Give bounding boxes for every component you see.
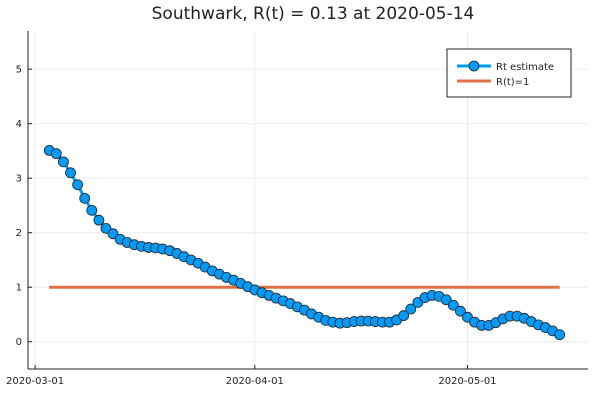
rt-estimate-point (447, 299, 459, 311)
chart-title: Southwark, R(t) = 0.13 at 2020-05-14 (152, 4, 475, 24)
axes (27, 31, 588, 370)
y-tick-label: 4 (16, 119, 22, 130)
legend-rt-label: Rt estimate (496, 62, 554, 73)
rt-estimate-point (72, 179, 84, 191)
legend: Rt estimate R(t)=1 (446, 48, 572, 98)
tick-labels: 0 1 2 3 4 5 2020-03-01 2020-04-01 2020-05-01 (6, 65, 497, 387)
y-tick-label: 2 (16, 228, 22, 239)
legend-threshold-label: R(t)=1 (496, 77, 529, 88)
rt-estimate-point (107, 228, 119, 240)
rt-estimate-point (79, 192, 91, 204)
rt-estimate-point (100, 222, 112, 234)
rt-estimate-point (50, 148, 62, 160)
x-tick-label: 2020-05-01 (438, 376, 496, 387)
rt-estimate-point (440, 294, 452, 306)
legend-box (446, 48, 572, 98)
y-tick-label: 3 (16, 174, 22, 185)
rt-estimate-point (65, 167, 76, 179)
legend-rt-marker (468, 60, 480, 72)
rt-estimate-point (93, 214, 105, 226)
x-tick-label: 2020-03-01 (6, 376, 64, 387)
rt-estimate-point (405, 303, 417, 315)
series (43, 144, 566, 341)
rt-estimate-point (86, 204, 98, 216)
rt-estimate-point (398, 310, 410, 321)
y-tick-label: 0 (16, 337, 22, 348)
y-tick-label: 5 (16, 65, 22, 76)
y-tick-label: 1 (16, 283, 22, 294)
rt-estimate-point (58, 156, 69, 168)
rt-estimate-point (554, 329, 566, 341)
rt-estimate-point (455, 305, 466, 317)
x-tick-label: 2020-04-01 (226, 376, 284, 387)
